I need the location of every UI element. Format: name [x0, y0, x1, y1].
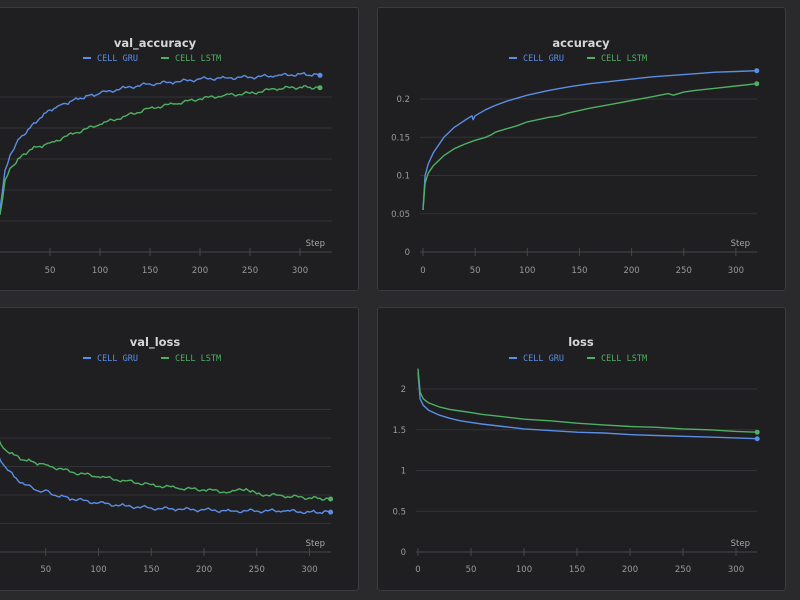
x-tick-label: 50 — [45, 266, 56, 276]
panel-val-loss — [0, 307, 359, 591]
x-tick-label: 250 — [675, 565, 691, 575]
series-line-lstm — [417, 368, 758, 433]
y-tick-label: 0 — [405, 248, 410, 258]
x-tick-label: 300 — [728, 565, 744, 575]
x-tick-label: 250 — [249, 565, 265, 575]
series-end-point-gru — [328, 509, 334, 515]
x-tick-label: 300 — [301, 565, 317, 575]
legend[interactable]: CELL GRU CELL LSTM — [83, 354, 221, 364]
legend-item-lstm[interactable]: CELL LSTM — [601, 54, 647, 64]
x-axis-label: Step — [306, 239, 325, 249]
series-end-point-lstm — [754, 429, 760, 435]
panel-val-accuracy — [0, 7, 359, 291]
chart-title: val_accuracy — [114, 36, 197, 51]
x-tick-label: 100 — [516, 565, 532, 575]
chart-accuracy: 0 50 100 150 200 250 300 0 0.05 0.1 0.15 0.2 Step acc… — [391, 36, 760, 276]
series-end-point-lstm — [317, 85, 323, 91]
chart-val-accuracy: 50 100 150 200 250 300 Step val_accuracy CELL GR… — [0, 36, 332, 276]
x-tick-label: 200 — [623, 266, 639, 276]
legend[interactable]: CELL GRU CELL LSTM — [509, 54, 647, 64]
x-axis-label: Step — [731, 539, 750, 549]
x-tick-label: 150 — [143, 565, 159, 575]
panel-accuracy — [377, 7, 786, 291]
x-tick-label: 300 — [728, 266, 744, 276]
x-tick-label: 300 — [292, 266, 308, 276]
x-tick-label: 150 — [142, 266, 158, 276]
chart-title: val_loss — [130, 335, 181, 350]
legend[interactable]: CELL GRU CELL LSTM — [83, 54, 221, 64]
series-line-gru — [0, 71, 321, 210]
series-line-gru — [422, 70, 757, 210]
series-end-point-gru — [317, 72, 323, 78]
series-end-point-lstm — [328, 496, 334, 502]
legend-item-gru[interactable]: CELL GRU — [97, 54, 138, 64]
x-tick-label: 50 — [466, 565, 477, 575]
y-tick-label: 0.1 — [396, 172, 410, 182]
legend-item-lstm[interactable]: CELL LSTM — [175, 354, 221, 364]
series-line-gru — [0, 457, 331, 515]
chart-title: accuracy — [552, 36, 610, 50]
series-line-lstm — [0, 85, 321, 215]
x-tick-label: 100 — [92, 266, 108, 276]
x-tick-label: 100 — [90, 565, 106, 575]
legend-item-lstm[interactable]: CELL LSTM — [601, 354, 647, 364]
x-tick-label: 100 — [519, 266, 535, 276]
x-tick-label: 250 — [242, 266, 258, 276]
y-tick-label: 1 — [401, 467, 406, 477]
x-tick-label: 150 — [571, 266, 587, 276]
legend[interactable]: CELL GRU CELL LSTM — [509, 354, 647, 364]
x-tick-label: 150 — [569, 565, 585, 575]
chart-title: loss — [568, 335, 594, 349]
x-axis-label: Step — [731, 239, 750, 249]
x-tick-label: 250 — [676, 266, 692, 276]
series-line-lstm — [422, 83, 757, 210]
legend-item-gru[interactable]: CELL GRU — [97, 354, 138, 364]
y-tick-label: 0 — [401, 548, 406, 558]
x-tick-label: 50 — [470, 266, 481, 276]
y-tick-label: 1.5 — [392, 426, 406, 436]
x-tick-label: 0 — [420, 266, 425, 276]
x-tick-label: 50 — [40, 565, 51, 575]
series-end-point-lstm — [754, 81, 760, 87]
x-tick-label: 0 — [415, 565, 420, 575]
series-end-point-gru — [754, 436, 760, 442]
y-tick-label: 2 — [401, 385, 406, 395]
panel-loss — [377, 307, 786, 591]
x-tick-label: 200 — [622, 565, 638, 575]
legend-item-gru[interactable]: CELL GRU — [523, 54, 564, 64]
legend-item-gru[interactable]: CELL GRU — [523, 354, 564, 364]
y-tick-label: 0.5 — [392, 507, 406, 517]
chart-loss: 0 50 100 150 200 250 300 0 0.5 1 1.5 2 Step loss CELL … — [392, 335, 760, 575]
series-line-gru — [417, 372, 758, 440]
y-tick-label: 0.05 — [391, 210, 410, 220]
series-line-lstm — [0, 440, 331, 501]
x-axis-label: Step — [306, 539, 325, 549]
y-tick-label: 0.15 — [391, 133, 410, 143]
x-tick-label: 200 — [196, 565, 212, 575]
legend-item-lstm[interactable]: CELL LSTM — [175, 54, 221, 64]
x-tick-label: 200 — [192, 266, 208, 276]
series-end-point-gru — [754, 68, 760, 74]
y-tick-label: 0.2 — [396, 95, 410, 105]
